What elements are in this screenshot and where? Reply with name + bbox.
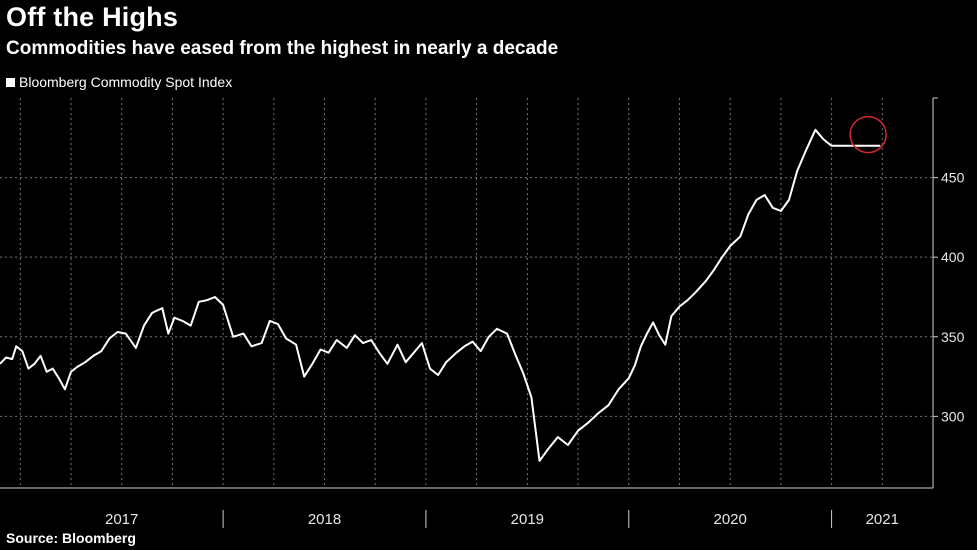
grid-layer [0,98,933,488]
peak-highlight-circle [849,115,887,154]
y-tick-label: 300 [941,408,965,424]
legend: Bloomberg Commodity Spot Index [6,74,232,90]
x-tick-label: 2018 [308,511,341,528]
x-tick-label: 2017 [105,511,138,528]
y-tick-label: 350 [941,329,965,345]
x-tick-label: 2019 [511,511,544,528]
series-line [0,128,881,462]
y-tick-label: 450 [941,170,965,186]
source-note: Source: Bloomberg [6,530,136,546]
x-tick-label: 2021 [866,511,899,528]
chart-subtitle: Commodities have eased from the highest … [6,38,559,59]
legend-swatch [6,77,15,87]
x-tick-label: 2020 [713,511,746,528]
legend-label: Bloomberg Commodity Spot Index [19,74,233,90]
axis-layer: 300 350 400 450 2017 2018 2019 2020 2021 [0,97,965,528]
chart-title: Off the Highs [6,2,179,32]
y-tick-label: 400 [941,249,965,265]
data-layer [0,115,887,462]
